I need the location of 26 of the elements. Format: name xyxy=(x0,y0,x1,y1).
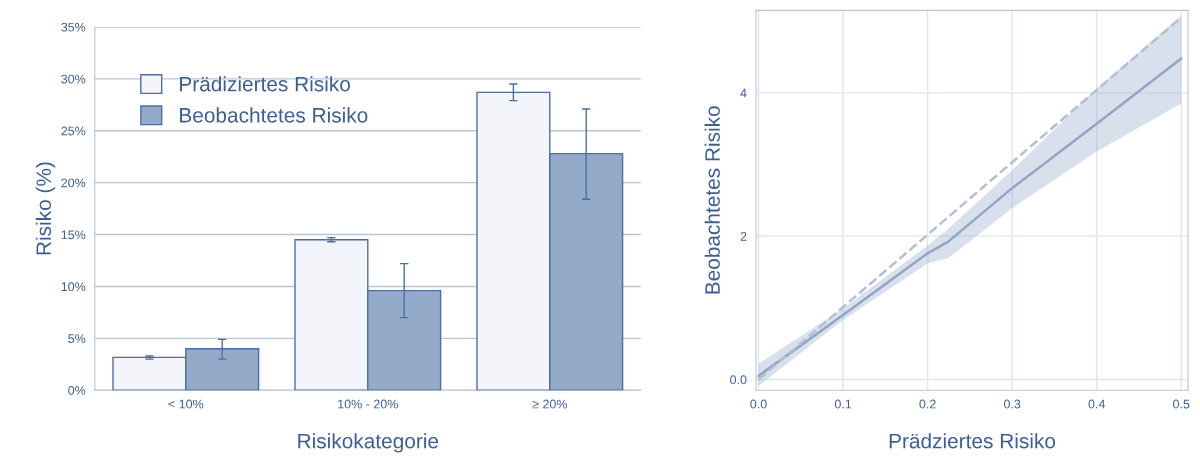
y-axis-title: Risiko (%) xyxy=(35,162,56,255)
y-tick-label: 4 xyxy=(740,88,747,98)
legend-label: Prädiziertes Risiko xyxy=(180,76,350,92)
x-tick-label: 0.4 xyxy=(1088,399,1106,409)
y-tick-label: 0% xyxy=(68,386,86,395)
y-tick-label: 0.0 xyxy=(730,375,747,385)
x-tick-label: 0.2 xyxy=(919,399,936,409)
y-tick-label: 20% xyxy=(61,178,86,188)
y-tick-label: 2 xyxy=(740,231,747,241)
y-tick-label: 5% xyxy=(68,334,86,343)
x-tick-label: 10% - 20% xyxy=(338,399,398,409)
x-tick-label: 0.1 xyxy=(834,399,852,409)
x-tick-label: ≥ 20% xyxy=(532,399,568,409)
x-tick-label: 0.3 xyxy=(1003,399,1021,409)
x-tick-label: < 10% xyxy=(168,399,204,409)
y-tick-label: 25% xyxy=(61,126,86,136)
y-tick-label: 10% xyxy=(61,282,86,292)
legend-label: Beobachtetes Risiko xyxy=(180,107,368,123)
y-tick-label: 15% xyxy=(61,230,86,240)
x-axis-title: Prädziertes Risiko xyxy=(889,433,1056,449)
y-axis-title: Beobachtetes Risiko xyxy=(704,106,720,294)
x-tick-label: 0.5 xyxy=(1173,399,1190,409)
y-tick-label: 35% xyxy=(61,22,86,32)
x-tick-label: 0.0 xyxy=(750,399,767,409)
x-axis-title: Risikokategorie xyxy=(298,433,439,453)
y-tick-label: 30% xyxy=(61,74,86,84)
